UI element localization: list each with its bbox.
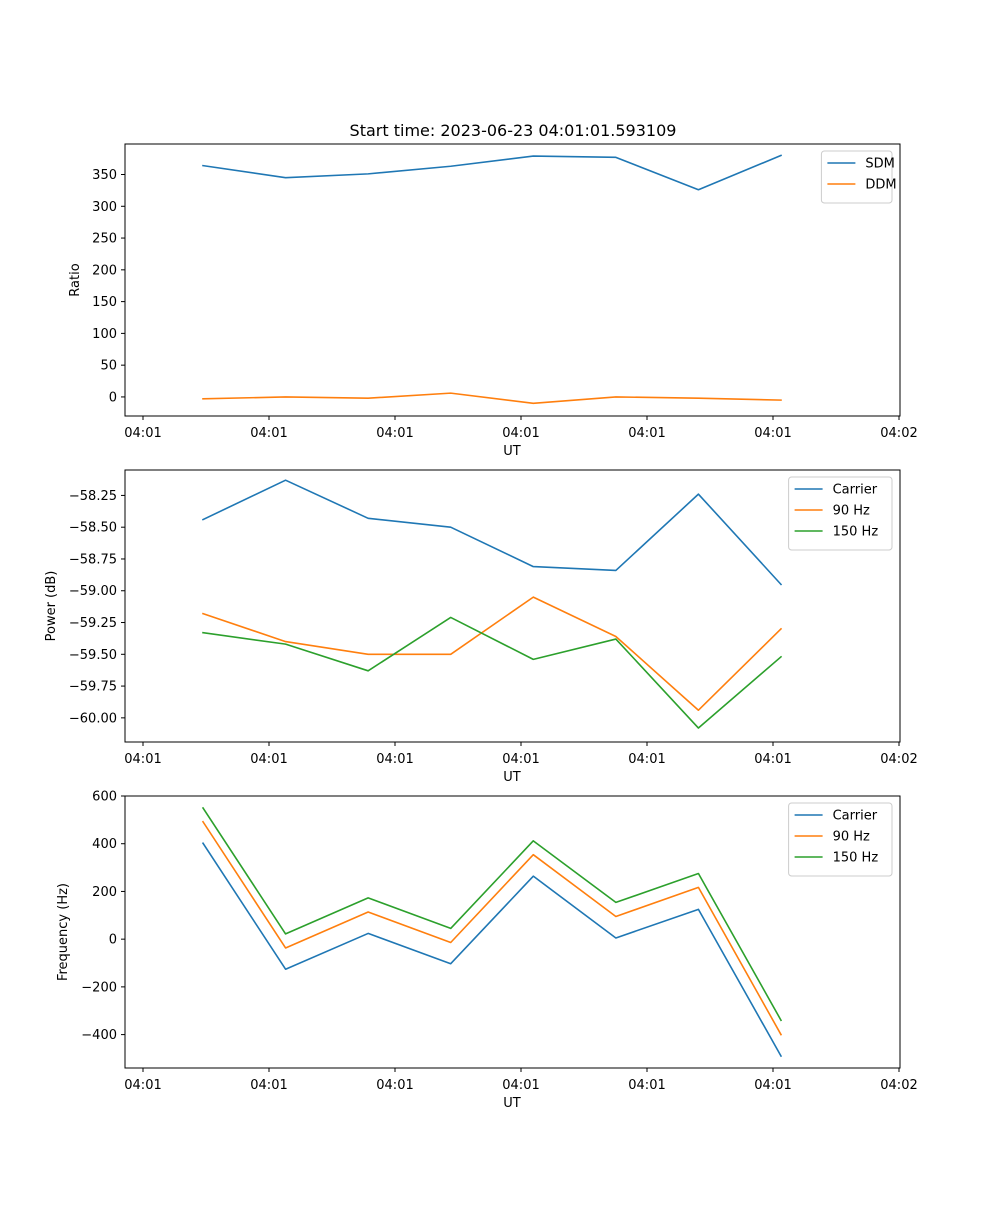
figure-title: Start time: 2023-06-23 04:01:01.593109: [350, 121, 677, 140]
y-tick-label: 50: [100, 359, 117, 374]
y-tick-label: 300: [92, 200, 117, 215]
y-tick-label: −59.25: [69, 616, 117, 631]
legend-entry: Carrier: [833, 809, 878, 824]
series-line-ddm: [202, 392, 782, 405]
y-tick-label: 0: [109, 390, 117, 405]
y-tick-label: −59.75: [69, 680, 117, 695]
axes-frame: [124, 795, 901, 1069]
y-tick-label: 400: [92, 837, 117, 852]
x-tick-label: 04:01: [754, 1078, 791, 1093]
x-tick-label: 04:01: [250, 752, 287, 767]
y-tick-label: 200: [92, 263, 117, 278]
series-line-150-hz: [201, 806, 783, 1022]
y-tick-label: 100: [92, 327, 117, 342]
series-line-carrier: [201, 479, 783, 586]
legend-entry: 90 Hz: [833, 830, 870, 845]
y-tick-label: −58.50: [69, 521, 117, 536]
y-tick-label: −59.00: [69, 584, 117, 599]
y-axis-label: Ratio: [68, 263, 83, 296]
x-axis-label: UT: [503, 770, 521, 785]
x-tick-label: 04:01: [124, 752, 161, 767]
y-tick-label: 0: [109, 933, 117, 948]
y-tick-label: −58.75: [69, 552, 117, 567]
series-line-90-hz: [201, 596, 783, 712]
legend-entry: 150 Hz: [833, 851, 879, 866]
x-tick-label: 04:01: [502, 752, 539, 767]
y-tick-label: 600: [92, 790, 117, 805]
x-tick-label: 04:01: [502, 1078, 539, 1093]
axes-frame: [124, 143, 901, 417]
legend-entry: 90 Hz: [833, 504, 870, 519]
series-line-90-hz: [201, 820, 783, 1036]
series-line-sdm: [202, 154, 783, 191]
x-tick-label: 04:01: [250, 1078, 287, 1093]
legend-entry: 150 Hz: [833, 525, 879, 540]
y-tick-label: −59.50: [69, 648, 117, 663]
series-line-150-hz: [202, 616, 783, 729]
legend-entry: SDM: [865, 157, 894, 172]
x-tick-label: 04:01: [124, 1078, 161, 1093]
x-tick-label: 04:01: [628, 426, 665, 441]
y-tick-label: −200: [81, 980, 117, 995]
axes-frame: [124, 469, 901, 743]
chart-3: 04:01 04:01 04:01 04:01 04:01 04:01 04:02 −400 −…: [56, 790, 918, 1112]
x-tick-label: 04:01: [754, 426, 791, 441]
series-line-carrier: [201, 842, 783, 1058]
chart-2: 04:01 04:01 04:01 04:01 04:01 04:01 04:02 −60.0…: [44, 469, 918, 785]
x-tick-label: 04:02: [880, 752, 917, 767]
y-tick-label: −400: [81, 1028, 117, 1043]
x-tick-label: 04:02: [880, 1078, 917, 1093]
y-tick-label: 250: [92, 232, 117, 247]
x-tick-label: 04:01: [754, 752, 791, 767]
x-tick-label: 04:01: [628, 752, 665, 767]
x-tick-label: 04:01: [376, 752, 413, 767]
legend-box: [820, 150, 893, 204]
y-tick-label: 350: [92, 168, 117, 183]
y-tick-label: −58.25: [69, 489, 117, 504]
x-tick-label: 04:01: [124, 426, 161, 441]
chart-1: 04:01 04:01 04:01 04:01 04:01 04:01 04:02 0 50 10…: [68, 143, 918, 459]
legend: SDM DDM: [820, 150, 897, 204]
x-tick-label: 04:01: [376, 426, 413, 441]
x-axis-label: UT: [503, 1096, 521, 1111]
y-tick-label: 150: [92, 295, 117, 310]
x-tick-label: 04:01: [628, 1078, 665, 1093]
x-tick-label: 04:02: [880, 426, 917, 441]
x-tick-label: 04:01: [502, 426, 539, 441]
legend-entry: Carrier: [833, 483, 878, 498]
legend-entry: DDM: [865, 178, 896, 193]
x-axis-label: UT: [503, 444, 521, 459]
legend: Carrier 90 Hz 150 Hz: [788, 802, 893, 877]
legend: Carrier 90 Hz 150 Hz: [788, 476, 893, 551]
y-tick-label: −60.00: [69, 711, 117, 726]
y-tick-label: 200: [92, 885, 117, 900]
y-axis-label: Frequency (Hz): [56, 883, 71, 981]
x-tick-label: 04:01: [250, 426, 287, 441]
x-tick-label: 04:01: [376, 1078, 413, 1093]
y-axis-label: Power (dB): [44, 571, 59, 642]
